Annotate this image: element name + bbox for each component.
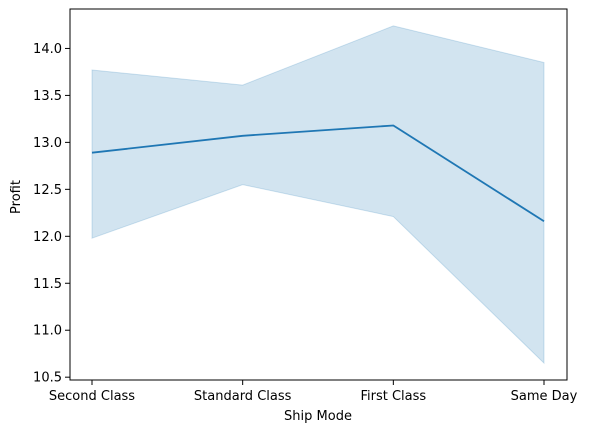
axes-frame — [69, 8, 568, 381]
x-tick-label: Second Class — [49, 389, 135, 404]
series-line — [91, 124, 545, 223]
y-tick-label: 13.5 — [33, 89, 62, 104]
plot-area — [91, 25, 545, 365]
y-tick-label: 12.5 — [33, 183, 62, 198]
y-axis-label: Profit — [9, 180, 24, 214]
x-tick-label: First Class — [360, 389, 426, 404]
y-tick-label: 11.0 — [33, 324, 62, 339]
x-tick-label: Standard Class — [194, 389, 292, 404]
y-tick-label: 12.0 — [33, 230, 62, 245]
x-axis-label: Ship Mode — [284, 409, 352, 424]
y-tick-label: 13.0 — [33, 136, 62, 151]
confidence-band — [91, 25, 545, 365]
axes: Second Class Standard Class First Class Sam… — [33, 8, 578, 404]
y-tick-label: 11.5 — [33, 277, 62, 292]
y-tick-label: 14.0 — [33, 42, 62, 57]
y-tick-label: 10.5 — [33, 371, 62, 386]
x-tick-label: Same Day — [511, 389, 578, 404]
